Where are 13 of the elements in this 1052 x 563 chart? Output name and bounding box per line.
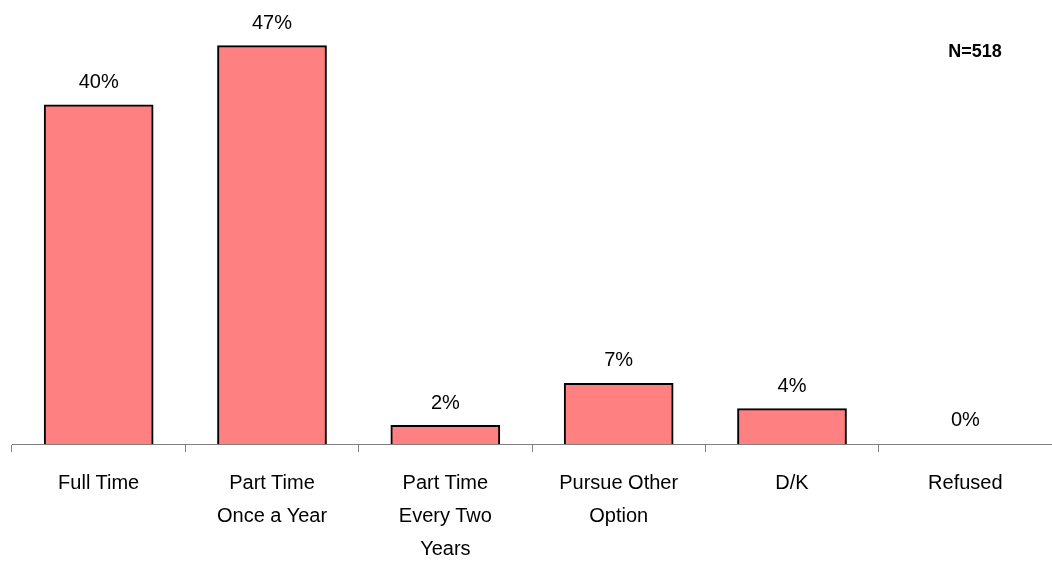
data-label: 4% [777, 373, 807, 396]
data-label: 7% [604, 348, 634, 371]
x-tick-label: Part Time Every Two Years [398, 471, 492, 560]
x-tick-label: Refused [928, 471, 1003, 494]
x-tick-label: Full Time [58, 471, 140, 494]
data-label: 47% [251, 10, 293, 33]
data-label: 2% [430, 390, 460, 413]
x-tick-label: Pursue Other Option [559, 471, 679, 527]
x-tick-label: D/K [775, 471, 810, 494]
data-label: 40% [78, 69, 119, 92]
annotation: N=518 [948, 40, 1002, 61]
x-tick-label: Part Time Once a Year [216, 471, 328, 527]
data-label: 0% [950, 407, 980, 430]
